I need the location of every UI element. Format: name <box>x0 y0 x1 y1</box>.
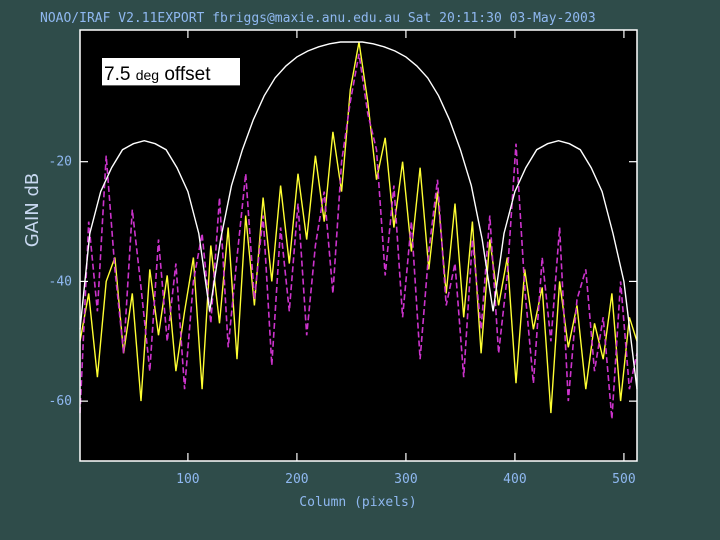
y-axis-label: GAIN dB <box>22 173 43 248</box>
series-2-line <box>79 53 638 420</box>
annotation-value: 7.5 <box>104 64 136 85</box>
y-tick-label: -40 <box>49 274 72 289</box>
annotation-unit: deg <box>136 67 159 83</box>
annotation-text: 7.5 deg offset <box>104 64 211 85</box>
plot-header-title: NOAO/IRAF V2.11EXPORT fbriggs@maxie.anu.… <box>40 11 596 26</box>
x-tick-label: 100 <box>176 472 199 487</box>
plot-background <box>80 30 637 461</box>
x-tick-label: 200 <box>285 472 308 487</box>
annotation-word: offset <box>159 64 211 85</box>
offset-annotation: 7.5 deg offset <box>102 58 240 87</box>
series-layer <box>79 41 638 420</box>
tick-layer: 100 200 300 400 500 -20 -40 -60 <box>49 30 637 487</box>
series-3-line <box>79 41 638 390</box>
x-tick-label: 400 <box>503 472 526 487</box>
annotation-box <box>102 58 240 86</box>
y-tick-label: -20 <box>49 155 72 170</box>
x-axis-label: Column (pixels) <box>299 495 416 510</box>
x-tick-label: 300 <box>394 472 417 487</box>
x-tick-label: 500 <box>612 472 635 487</box>
y-tick-label: -60 <box>49 394 72 409</box>
plot-frame <box>79 29 638 462</box>
